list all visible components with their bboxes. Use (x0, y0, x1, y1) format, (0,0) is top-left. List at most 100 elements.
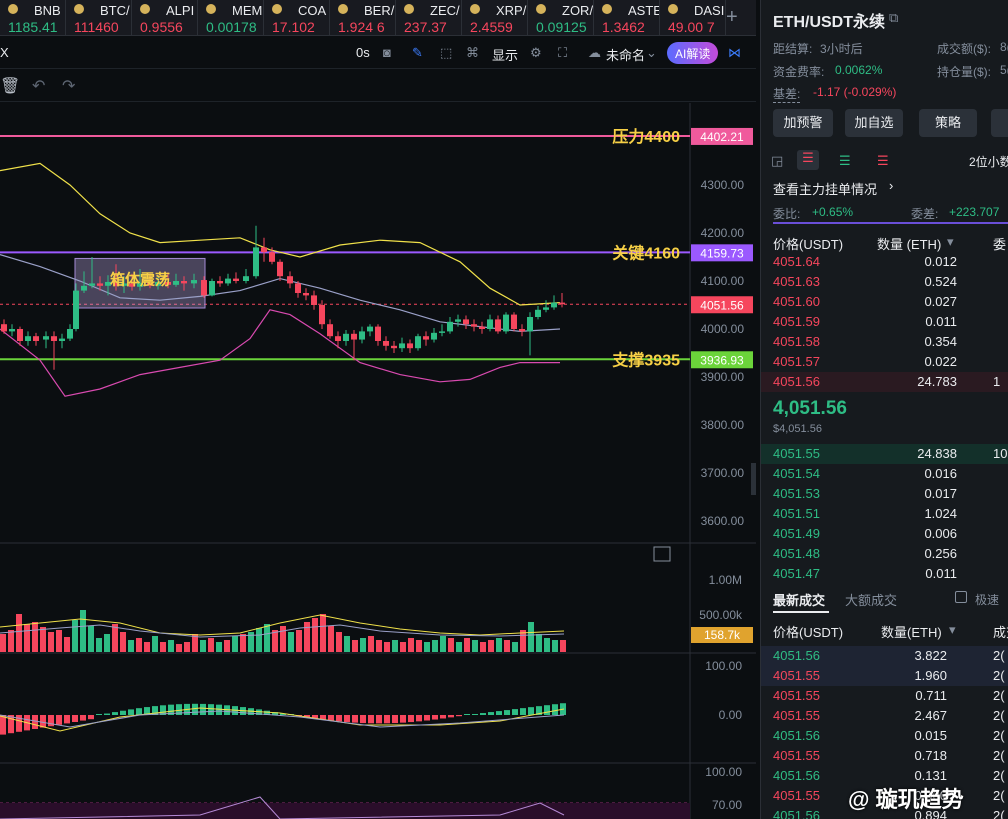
candle-body (447, 321, 453, 332)
ticker-price: 237.37 (404, 19, 447, 35)
macd-bar (160, 705, 166, 715)
orderbook-default-icon[interactable]: ☰ (797, 150, 819, 170)
mid-usd: $4,051.56 (773, 423, 822, 435)
candle-body (225, 278, 231, 284)
close-panel-icon[interactable]: X (0, 45, 9, 60)
chevron-down-icon[interactable]: ▾ (947, 234, 954, 249)
camera-icon[interactable]: ◙ (383, 45, 391, 60)
precision-select[interactable]: 2位小数 (969, 155, 1008, 169)
ob-header-qty[interactable]: 数量 (ETH) (877, 237, 942, 252)
candle-body (9, 329, 15, 332)
depth-link[interactable]: 查看主力挂单情况 (773, 182, 878, 197)
candle-body (59, 338, 65, 341)
share-icon[interactable]: ⋈ (728, 45, 741, 60)
volume-bar (24, 624, 30, 652)
indicator-icon[interactable]: ⌘ (466, 45, 479, 60)
add-ticker-icon[interactable]: + (726, 6, 738, 28)
chevron-down-icon[interactable]: ⌄ (646, 45, 657, 60)
orderbook-row[interactable]: 4051.64 0.012 (761, 252, 1008, 272)
coin-icon (536, 4, 546, 14)
trash-icon[interactable]: 🗑 (0, 78, 21, 95)
redo-icon[interactable]: ↷ (62, 78, 76, 95)
chevron-right-icon[interactable]: › (889, 178, 894, 193)
orderbook-row[interactable]: 4051.51 1.024 (761, 504, 1008, 524)
ticker-item[interactable]: DASI 49.00 7 (660, 0, 726, 36)
fullscreen-icon[interactable]: ⛶ (558, 45, 568, 60)
candle-body (391, 345, 397, 349)
volume-bar (248, 632, 254, 652)
ticker-item[interactable]: COA 17.102 (264, 0, 330, 36)
candle-body (121, 283, 127, 286)
fast-checkbox[interactable] (955, 591, 967, 603)
ticker-item[interactable]: MEM 0.00178 (198, 0, 264, 36)
add-alert-button[interactable]: 加预警 (773, 109, 833, 137)
orderbook-row[interactable]: 4051.48 0.256 (761, 544, 1008, 564)
volume-ma-line (0, 614, 565, 636)
axis-tick: 500.00k (699, 608, 743, 622)
candle-body (327, 324, 333, 337)
macd-bar (256, 709, 262, 715)
copy-icon[interactable]: ⧉ (889, 10, 899, 25)
orderbook-row[interactable]: 4051.49 0.006 (761, 524, 1008, 544)
order-qty: 24.838 (917, 446, 957, 461)
orderbook-row[interactable]: 4051.55 24.838 10 (761, 444, 1008, 464)
trade-header-qty[interactable]: 数量(ETH) (881, 625, 942, 640)
order-qty: 0.006 (924, 526, 957, 541)
layout-name[interactable]: 未命名 (606, 48, 646, 63)
macd-bar (208, 704, 214, 715)
tab-large-trades[interactable]: 大额成交 (845, 593, 898, 608)
comment-icon[interactable]: ⬚ (440, 45, 453, 60)
diff-value: +223.707 (949, 205, 1000, 219)
macd-bar (312, 715, 318, 719)
ai-analysis-button[interactable]: AI解读 (667, 42, 719, 64)
coin-icon (74, 4, 84, 14)
price-tag (691, 296, 753, 314)
volume-bar (0, 634, 6, 652)
coin-icon (272, 4, 282, 14)
settings-icon[interactable]: ⚙ (530, 45, 542, 60)
orderbook-both-icon[interactable]: ◲ (771, 153, 784, 168)
trade-row: 4051.55 1.960 2( (761, 666, 1008, 686)
lower-band-line (0, 309, 560, 397)
display-button[interactable]: 显示 (492, 48, 519, 63)
more-button[interactable] (991, 109, 1008, 137)
ticker-item[interactable]: BNB 1185.41 (0, 0, 66, 36)
orderbook-bids-icon[interactable]: ☰ (839, 153, 851, 168)
orderbook-row[interactable]: 4051.59 0.011 (761, 312, 1008, 332)
orderbook-row[interactable]: 4051.56 24.783 1 (761, 372, 1008, 392)
box-annotation: 箱体震荡 (110, 271, 170, 289)
ticker-item[interactable]: ASTE 1.3462 (594, 0, 660, 36)
ticker-item[interactable]: XRP/2.4559 (462, 0, 528, 36)
ticker-item[interactable]: BER/1.924 6 (330, 0, 396, 36)
chevron-down-icon[interactable]: ▾ (949, 622, 956, 637)
orderbook-row[interactable]: 4051.60 0.027 (761, 292, 1008, 312)
tab-latest-trades[interactable]: 最新成交 (773, 593, 826, 608)
order-price: 4051.47 (773, 566, 820, 581)
volume-ma-line (0, 624, 565, 638)
macd-bar (304, 715, 310, 718)
orderbook-row[interactable]: 4051.58 0.354 (761, 332, 1008, 352)
trade-price: 4051.55 (773, 668, 820, 683)
ticker-item[interactable]: ZEC/237.37 (396, 0, 462, 36)
symbol-title[interactable]: ETH/USDT永续 (773, 14, 886, 31)
candlestick-chart[interactable]: 4300.00 4200.00 4100.00 4000.00 3900.00 3800.… (0, 103, 756, 819)
ticker-symbol: DASI (694, 3, 725, 18)
ticker-item[interactable]: BTC/111460 (66, 0, 132, 36)
macd-bar (352, 715, 358, 723)
ticker-item[interactable]: ZOR/0.09125 (528, 0, 594, 36)
add-favorite-button[interactable]: 加自选 (845, 109, 903, 137)
orderbook-row[interactable]: 4051.57 0.022 (761, 352, 1008, 372)
orderbook-row[interactable]: 4051.53 0.017 (761, 484, 1008, 504)
strategy-button[interactable]: 策略 (919, 109, 977, 137)
pen-icon[interactable]: ✎ (412, 45, 423, 60)
orderbook-row[interactable]: 4051.54 0.016 (761, 464, 1008, 484)
orderbook-asks-icon[interactable]: ☰ (877, 153, 889, 168)
orderbook-row[interactable]: 4051.63 0.524 (761, 272, 1008, 292)
ticker-symbol: ZOR/ (562, 3, 594, 18)
candle-body (343, 333, 349, 341)
ticker-item[interactable]: ALPI 0.9556 (132, 0, 198, 36)
orderbook-row[interactable]: 4051.47 0.011 (761, 564, 1008, 584)
undo-icon[interactable]: ↶ (32, 78, 46, 95)
price-tag-label: 3936.93 (700, 353, 744, 367)
interval-selector[interactable]: 0s (356, 45, 370, 60)
